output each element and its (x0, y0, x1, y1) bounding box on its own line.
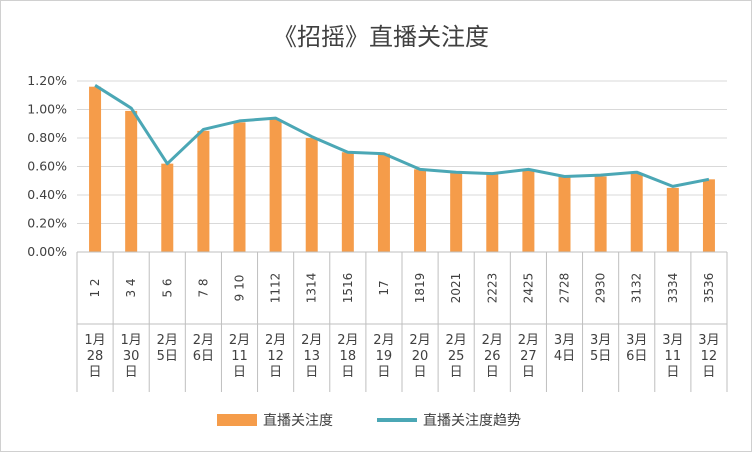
x-tick-date: 1月 28 日 (84, 333, 105, 380)
x-tick-number: 5 6 (160, 278, 174, 297)
y-tick-label: 0.20% (27, 216, 67, 231)
legend-bar-label: 直播关注度 (263, 412, 333, 429)
x-tick-date: 1月 30 日 (121, 333, 142, 380)
x-tick-date: 2月 5日 (157, 333, 178, 364)
bar (377, 153, 390, 252)
x-tick-number: 1516 (341, 273, 355, 304)
y-tick-label: 0.40% (27, 187, 67, 202)
y-tick-label: 0.60% (27, 159, 67, 174)
y-tick-label: 1.20% (27, 73, 67, 88)
bar (125, 110, 138, 252)
bar (702, 179, 715, 252)
x-tick-number: 9 10 (233, 275, 247, 302)
legend-bar-swatch (217, 414, 257, 426)
x-tick-date: 2月 19 日 (373, 333, 394, 380)
x-tick-number: 1314 (305, 273, 319, 304)
x-tick-date: 2月 12 日 (265, 333, 286, 380)
bar (450, 172, 463, 252)
bar (594, 176, 607, 252)
gridlines (77, 80, 727, 253)
x-tick-date: 2月 6日 (193, 333, 214, 364)
bar (630, 173, 643, 252)
x-tick-date: 2月 13 日 (301, 333, 322, 380)
bar (305, 138, 318, 252)
x-tick-number: 1 2 (88, 278, 102, 297)
x-tick-number: 7 8 (196, 278, 210, 297)
x-tick-date: 2月 18 日 (337, 333, 358, 380)
x-tick-number: 3334 (666, 273, 680, 304)
x-tick-number: 17 (377, 280, 391, 295)
x-tick-date: 3月 4日 (554, 333, 575, 364)
bar (161, 163, 174, 252)
bar (341, 152, 354, 252)
x-tick-date: 3月 5日 (590, 333, 611, 364)
x-tick-number: 1112 (269, 273, 283, 304)
x-axis-table: 1 2 3 4 5 6 7 8 9 10 1112 1314 1516 17 1819 2021 22… (76, 251, 728, 392)
x-tick-number: 3536 (702, 273, 716, 304)
trend-line (94, 84, 710, 188)
bar (414, 169, 427, 252)
x-tick-number: 2930 (594, 273, 608, 304)
x-tick-date: 2月 20 日 (409, 333, 430, 380)
y-tick-label: 0.00% (27, 244, 67, 259)
y-tick-label: 1.00% (27, 102, 67, 117)
x-tick-number: 2728 (558, 273, 572, 304)
legend-line-label: 直播关注度趋势 (423, 412, 521, 429)
x-tick-date: 3月 11 日 (662, 333, 683, 380)
x-tick-number: 2425 (521, 273, 535, 304)
x-tick-date: 2月 11 日 (229, 333, 250, 380)
bar (89, 86, 102, 252)
x-tick-date: 3月 6日 (626, 333, 647, 364)
bar (558, 176, 571, 252)
bar (486, 173, 499, 252)
x-tick-number: 3132 (630, 273, 644, 304)
y-tick-label: 0.80% (27, 130, 67, 145)
legend: 直播关注度 直播关注度趋势 (217, 412, 521, 429)
x-tick-date: 2月 26 日 (482, 333, 503, 380)
x-tick-date: 2月 25 日 (446, 333, 467, 380)
x-tick-number: 2223 (485, 273, 499, 304)
line-series (94, 84, 710, 188)
bar-series (89, 86, 715, 252)
bar (666, 187, 679, 252)
bar (522, 170, 535, 252)
x-tick-number: 1819 (413, 273, 427, 304)
bar (233, 122, 246, 252)
x-tick-number: 3 4 (124, 278, 138, 297)
bar (197, 130, 210, 252)
bar (269, 119, 282, 252)
x-tick-date: 3月 12 日 (698, 333, 719, 380)
y-axis-ticks: 0.00% 0.20% 0.40% 0.60% 0.80% 1.00% 1.20% (27, 73, 67, 259)
x-tick-date: 2月 27 日 (518, 333, 539, 380)
chart-title: 《招摇》直播关注度 (273, 23, 489, 51)
x-tick-number: 2021 (449, 273, 463, 304)
